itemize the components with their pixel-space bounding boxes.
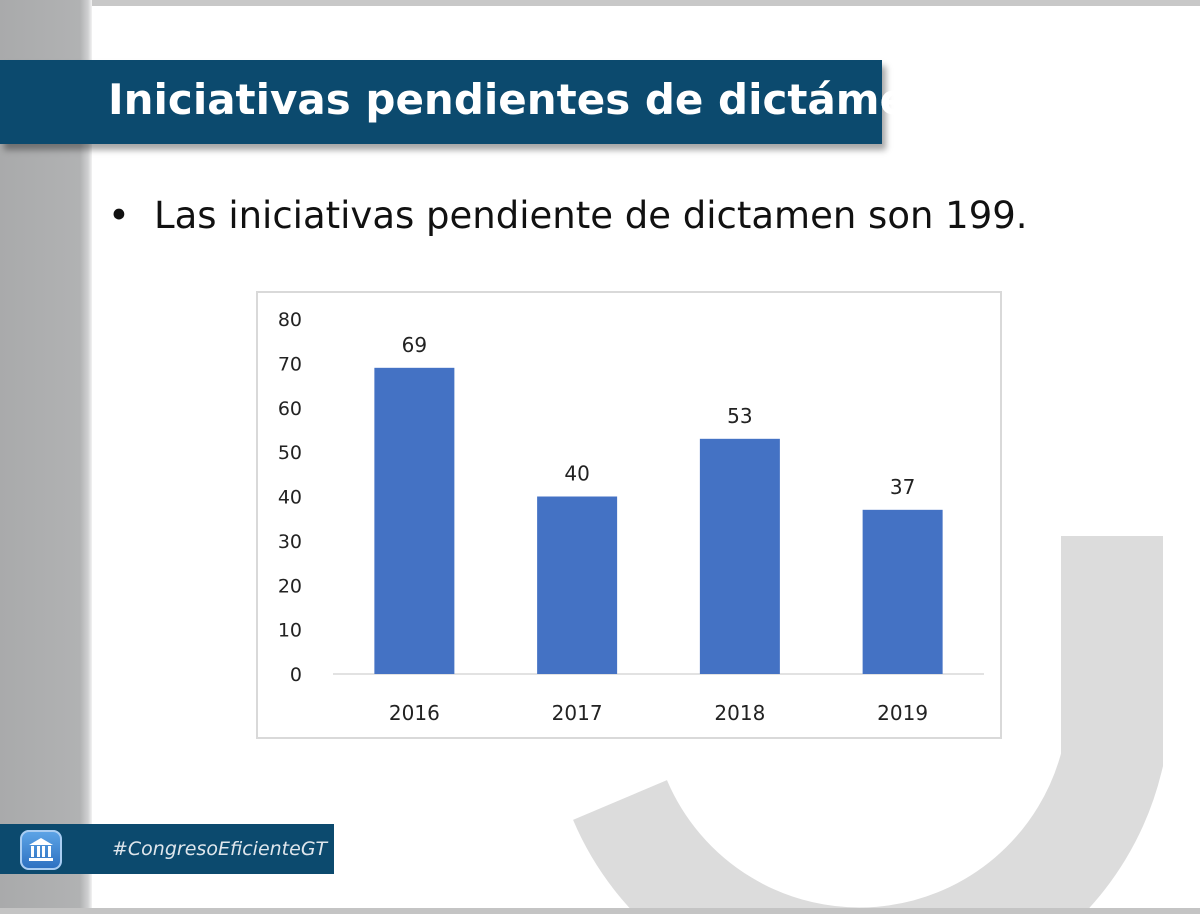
slide-title: Iniciativas pendientes de dictámen — [108, 75, 938, 124]
bar — [699, 438, 780, 674]
data-label: 69 — [402, 333, 427, 357]
data-label: 37 — [890, 475, 915, 499]
y-tick-label: 20 — [278, 575, 302, 597]
congress-building-icon — [20, 830, 62, 870]
bottom-strip — [0, 908, 1200, 914]
y-tick-label: 50 — [278, 442, 302, 464]
data-label: 53 — [727, 404, 752, 428]
y-tick-label: 40 — [278, 487, 302, 509]
bullet-symbol: • — [108, 194, 130, 237]
bullet-point: • Las iniciativas pendiente de dictamen s… — [108, 188, 1028, 244]
x-tick-label: 2018 — [714, 701, 765, 725]
y-tick-label: 80 — [278, 309, 302, 331]
top-strip — [0, 0, 1200, 6]
chart-frame: 0 10 20 30 40 50 60 70 80 69 2016 40 2017 53 2018 37 201… — [256, 291, 1002, 739]
y-tick-label: 10 — [278, 620, 302, 642]
x-tick-label: 2016 — [389, 701, 440, 725]
data-label: 40 — [564, 462, 589, 486]
y-tick-label: 0 — [290, 664, 302, 686]
bar — [374, 367, 455, 674]
bar — [537, 496, 618, 674]
bar — [862, 509, 943, 674]
y-tick-label: 30 — [278, 531, 302, 553]
y-tick-label: 70 — [278, 353, 302, 375]
hashtag: #CongresoEficienteGT — [112, 838, 328, 860]
title-banner — [0, 60, 882, 144]
x-tick-label: 2017 — [552, 701, 603, 725]
y-tick-label: 60 — [278, 398, 302, 420]
bar-chart: 0 10 20 30 40 50 60 70 80 69 2016 40 2017 53 2018 37 201… — [278, 309, 984, 725]
side-bar — [0, 0, 92, 914]
x-tick-label: 2019 — [877, 701, 928, 725]
bullet-text: Las iniciativas pendiente de dictamen so… — [154, 194, 1028, 237]
